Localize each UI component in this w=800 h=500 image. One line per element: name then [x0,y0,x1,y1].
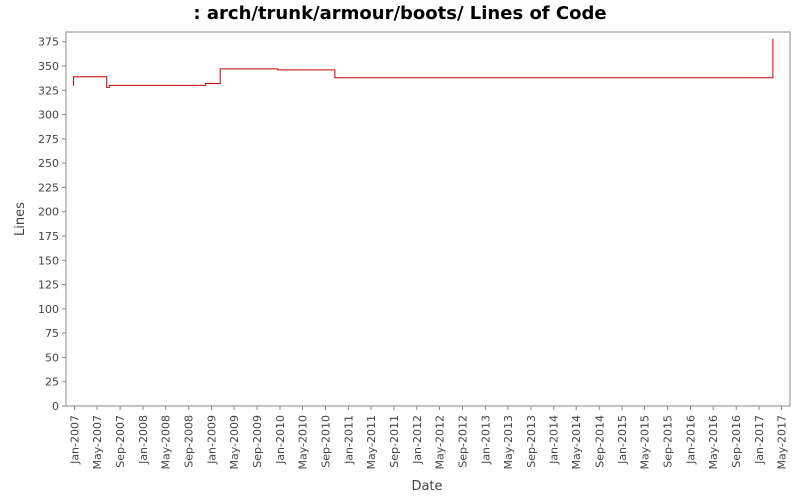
x-tick-label: Jan-2013 [479,415,492,465]
y-tick-label: 250 [38,157,59,170]
x-tick-label: Jan-2017 [753,415,766,465]
x-tick-label: Sep-2010 [320,415,333,468]
y-tick-label: 150 [38,254,59,267]
y-axis-label: Lines [13,202,28,236]
x-tick-label: May-2012 [433,415,446,470]
y-tick-label: 375 [38,36,59,49]
y-tick-label: 100 [38,303,59,316]
y-axis-ticks: 0 25 50 75 100 125 150 175 200 225 250 275 300 325 350… [38,36,66,413]
x-tick-label: Jan-2016 [685,415,698,465]
y-tick-label: 175 [38,230,59,243]
x-tick-label: May-2009 [228,415,241,470]
x-tick-label: Sep-2008 [183,415,196,468]
x-tick-label: Sep-2014 [593,415,606,468]
x-axis-label: Date [411,479,442,494]
y-tick-label: 225 [38,181,59,194]
series-line [73,38,774,88]
x-tick-label: Sep-2007 [114,415,127,468]
x-tick-label: May-2015 [639,415,652,470]
y-tick-label: 325 [38,84,59,97]
y-tick-label: 300 [38,109,59,122]
x-tick-label: May-2016 [707,415,720,470]
x-tick-label: Jan-2008 [137,415,150,465]
y-tick-label: 350 [38,60,59,73]
x-tick-label: May-2014 [570,415,583,470]
x-tick-label: Jan-2007 [69,415,82,465]
y-tick-label: 275 [38,133,59,146]
y-tick-label: 25 [45,376,59,389]
x-tick-label: Jan-2012 [411,415,424,465]
x-tick-label: May-2013 [502,415,515,470]
y-tick-label: 50 [45,351,59,364]
x-tick-label: May-2010 [296,415,309,470]
y-tick-label: 75 [45,327,59,340]
x-tick-label: Jan-2010 [274,415,287,465]
x-tick-label: Sep-2013 [525,415,538,468]
y-tick-label: 125 [38,279,59,292]
x-tick-label: Jan-2014 [548,415,561,465]
series-layer [73,38,774,88]
y-tick-label: 200 [38,206,59,219]
x-tick-label: Sep-2012 [456,415,469,468]
x-tick-label: May-2017 [776,415,789,470]
x-tick-label: Sep-2011 [388,415,401,468]
x-tick-label: Sep-2016 [730,415,743,468]
plot-area [65,31,791,407]
x-tick-label: May-2008 [160,415,173,470]
x-tick-label: Sep-2015 [662,415,675,468]
chart-title: : arch/trunk/armour/boots/ Lines of Code [193,3,607,24]
x-axis-ticks: Jan-2007 May-2007 Sep-2007 Jan-2008 May-2008… [69,406,789,470]
x-tick-label: May-2007 [91,415,104,470]
y-tick-label: 0 [52,400,59,413]
x-tick-label: May-2011 [365,415,378,470]
x-tick-label: Jan-2009 [206,415,219,465]
x-tick-label: Jan-2011 [342,415,355,465]
x-tick-label: Sep-2009 [251,415,264,468]
x-tick-label: Jan-2015 [616,415,629,465]
